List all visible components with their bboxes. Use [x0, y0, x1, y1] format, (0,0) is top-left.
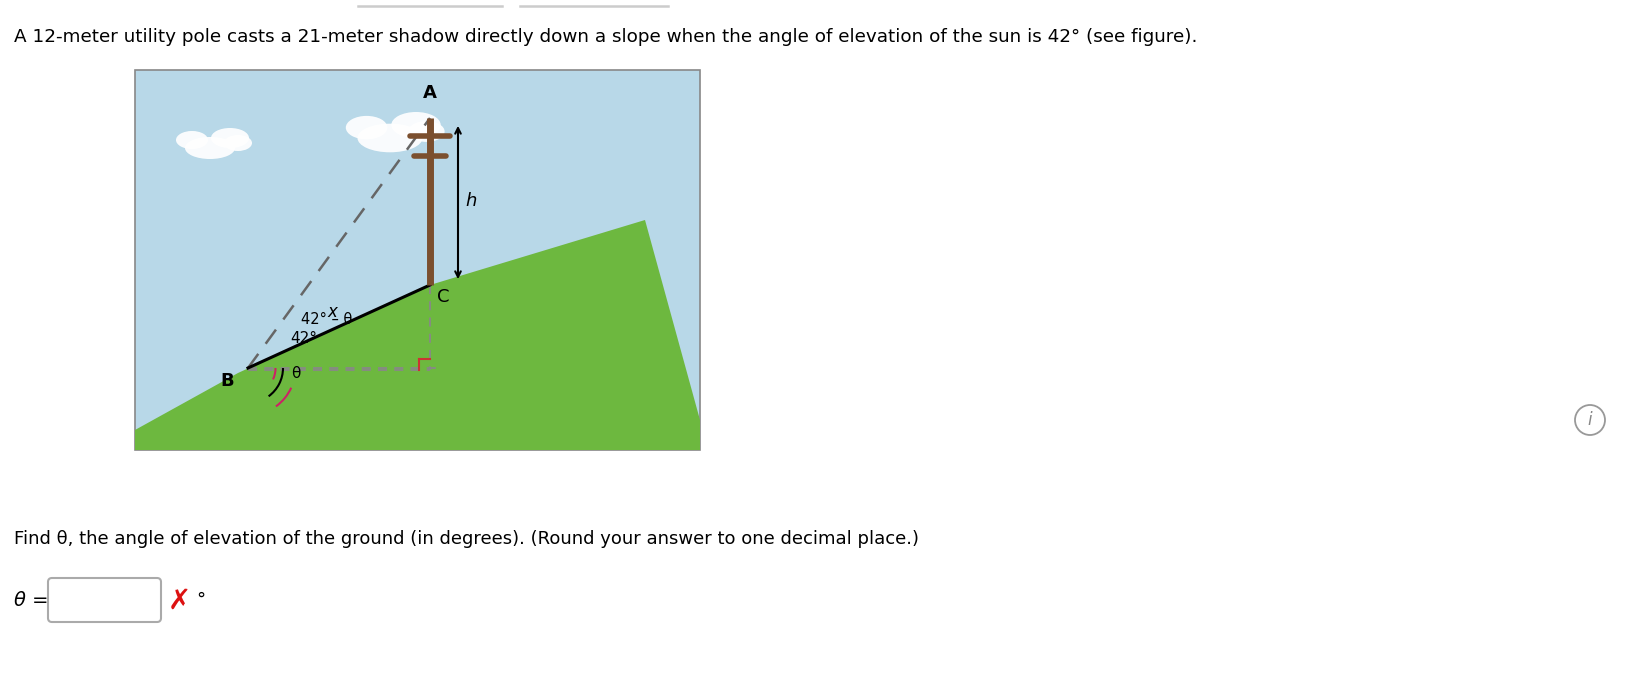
- Text: x: x: [327, 303, 337, 321]
- Ellipse shape: [391, 112, 441, 138]
- Text: C: C: [437, 288, 450, 306]
- Polygon shape: [136, 220, 700, 450]
- Text: i: i: [1588, 411, 1592, 429]
- Ellipse shape: [177, 131, 208, 149]
- Circle shape: [1575, 405, 1606, 435]
- Text: A 12-meter utility pole casts a 21-meter shadow directly down a slope when the a: A 12-meter utility pole casts a 21-meter…: [15, 28, 1197, 46]
- Text: A: A: [423, 84, 437, 102]
- Ellipse shape: [409, 121, 445, 142]
- Polygon shape: [136, 70, 700, 450]
- Ellipse shape: [185, 137, 235, 159]
- Text: θ: θ: [291, 366, 301, 381]
- Ellipse shape: [345, 116, 387, 139]
- Text: 42° – θ: 42° – θ: [301, 313, 352, 327]
- Ellipse shape: [224, 135, 252, 151]
- Ellipse shape: [358, 124, 422, 153]
- Ellipse shape: [211, 128, 249, 148]
- Text: 42°: 42°: [291, 331, 317, 346]
- Text: B: B: [221, 372, 234, 390]
- Text: Find θ, the angle of elevation of the ground (in degrees). (Round your answer to: Find θ, the angle of elevation of the gr…: [15, 530, 919, 548]
- Text: θ =: θ =: [15, 591, 49, 610]
- Text: h: h: [464, 192, 476, 211]
- Text: °: °: [196, 591, 204, 609]
- Text: ✗: ✗: [168, 587, 191, 615]
- FancyBboxPatch shape: [47, 578, 160, 622]
